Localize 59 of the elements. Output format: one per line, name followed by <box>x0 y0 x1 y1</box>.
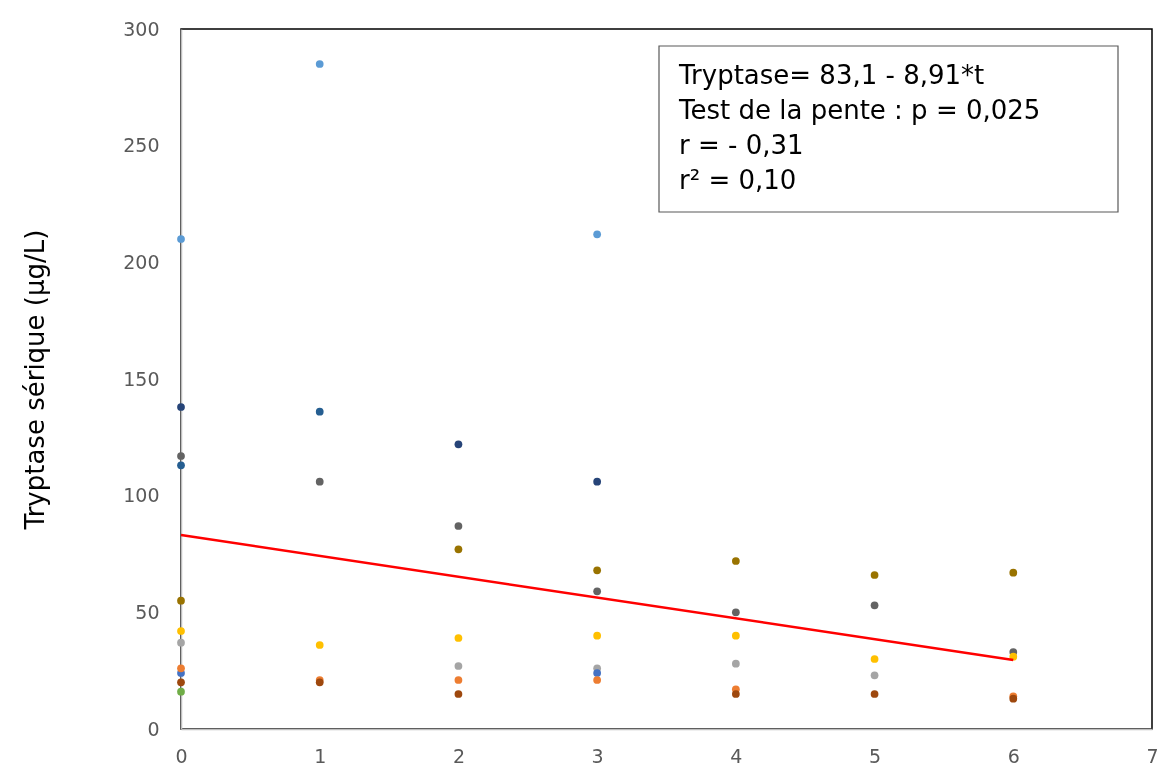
y-tick-label: 50 <box>135 600 160 623</box>
point <box>593 631 602 640</box>
x-tick-label: 0 <box>175 744 188 767</box>
annotation: r = - 0,31 <box>679 130 804 160</box>
x-tick-label: 2 <box>452 744 465 767</box>
point <box>454 522 463 530</box>
point <box>177 596 185 605</box>
point <box>731 608 740 617</box>
y-tick-label: 150 <box>123 367 160 390</box>
y-tick-label: 250 <box>123 134 160 157</box>
point <box>454 662 463 670</box>
point <box>177 687 185 696</box>
point <box>177 452 185 460</box>
point <box>870 690 879 698</box>
y-axis-title: Tryptase sérique (µg/L) <box>19 229 50 531</box>
annotation: Tryptase= 83,1 - 8,91*t <box>678 60 985 90</box>
point <box>177 235 185 243</box>
annotation: r² = 0,10 <box>679 165 797 195</box>
point <box>315 60 324 68</box>
point <box>593 230 602 239</box>
point <box>177 403 185 411</box>
point <box>870 655 879 663</box>
point <box>454 440 463 449</box>
point <box>870 571 879 579</box>
point <box>593 566 602 575</box>
point <box>315 641 324 649</box>
point <box>593 477 602 486</box>
point <box>454 634 463 642</box>
point <box>177 627 185 635</box>
point <box>454 676 463 684</box>
x-tick-label: 1 <box>314 744 327 767</box>
x-tick-label: 4 <box>730 744 743 767</box>
point <box>593 669 602 677</box>
point <box>177 638 185 647</box>
annotation: Test de la pente : p = 0,025 <box>678 95 1041 125</box>
point <box>454 545 463 554</box>
x-tick-label: 7 <box>1146 744 1159 767</box>
point <box>177 461 185 470</box>
x-tick-label: 5 <box>869 744 882 767</box>
x-tick-label: 3 <box>591 744 604 767</box>
point <box>731 690 740 698</box>
x-tick-label: 6 <box>1007 744 1020 767</box>
y-tick-label: 200 <box>123 250 160 273</box>
point <box>593 587 602 596</box>
point <box>454 690 463 698</box>
point <box>870 601 879 610</box>
point <box>731 631 740 640</box>
point <box>731 659 740 668</box>
y-tick-label: 300 <box>123 17 160 40</box>
point <box>315 407 324 416</box>
point <box>177 678 185 687</box>
y-tick-label: 0 <box>147 717 160 740</box>
point <box>177 664 185 673</box>
point <box>1009 568 1018 577</box>
y-tick-label: 100 <box>123 484 160 507</box>
point <box>315 477 324 486</box>
point <box>731 557 740 565</box>
point <box>870 671 879 680</box>
point <box>593 676 602 684</box>
